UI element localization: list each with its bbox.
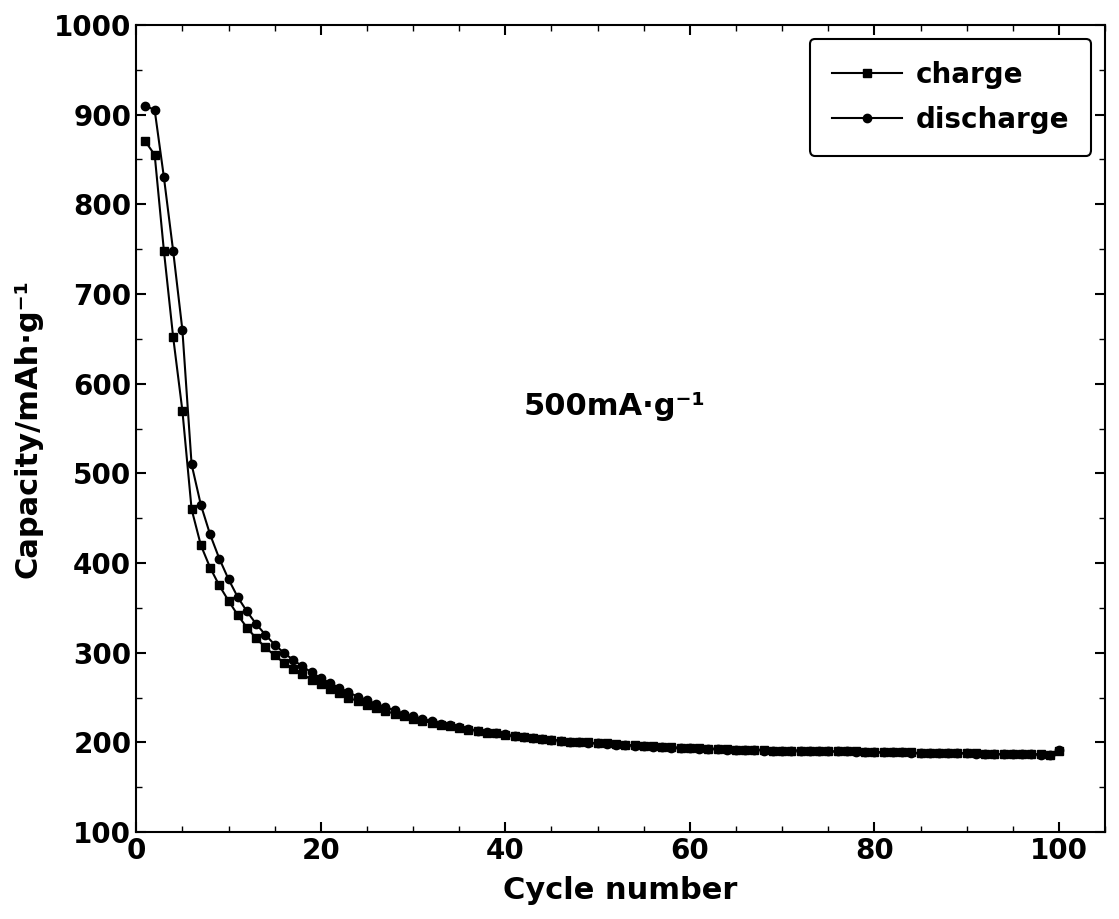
Legend: charge, discharge: charge, discharge bbox=[810, 39, 1091, 156]
discharge bbox=[978, 749, 991, 760]
charge bbox=[1006, 749, 1019, 760]
charge bbox=[351, 696, 365, 707]
discharge bbox=[1052, 744, 1065, 755]
charge bbox=[139, 136, 152, 147]
charge bbox=[684, 743, 697, 754]
discharge bbox=[314, 673, 328, 684]
charge bbox=[610, 739, 623, 750]
charge bbox=[314, 678, 328, 689]
discharge bbox=[1006, 749, 1019, 760]
discharge bbox=[1034, 750, 1047, 761]
Line: charge: charge bbox=[141, 137, 1063, 759]
charge bbox=[1052, 746, 1065, 757]
charge bbox=[978, 749, 991, 760]
discharge bbox=[139, 100, 152, 111]
X-axis label: Cycle number: Cycle number bbox=[504, 876, 737, 905]
discharge bbox=[610, 740, 623, 751]
Line: discharge: discharge bbox=[141, 101, 1063, 759]
Y-axis label: Capacity/mAh·g⁻¹: Capacity/mAh·g⁻¹ bbox=[13, 279, 43, 578]
discharge bbox=[351, 691, 365, 702]
discharge bbox=[684, 743, 697, 754]
Text: 500mA·g⁻¹: 500mA·g⁻¹ bbox=[524, 392, 706, 421]
charge bbox=[1043, 750, 1056, 761]
